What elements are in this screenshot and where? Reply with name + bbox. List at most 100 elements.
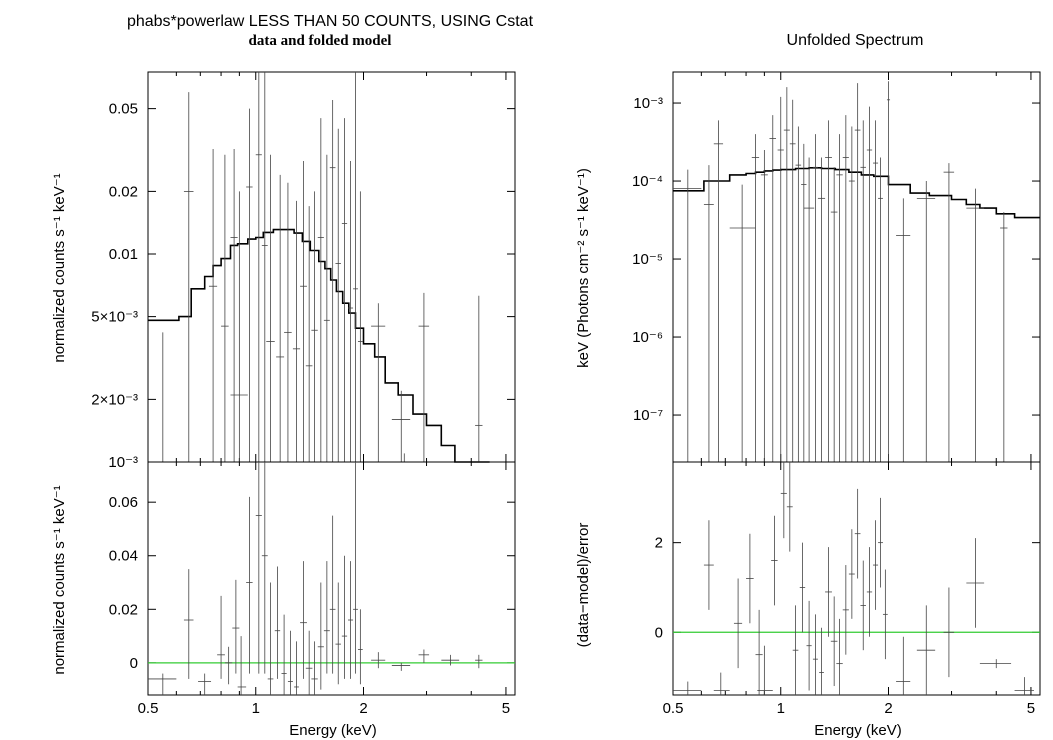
data-point [266, 154, 275, 462]
x-tick-label: 2 [884, 700, 892, 717]
data-point [817, 157, 826, 462]
data-point [866, 106, 873, 462]
data-point [232, 579, 240, 674]
data-point [703, 520, 714, 610]
data-point [916, 605, 936, 695]
data-point [311, 191, 318, 462]
y-tick-label: 2 [655, 535, 663, 552]
data-point [300, 161, 307, 462]
data-point [198, 673, 212, 695]
data-point [305, 206, 313, 462]
data-point [806, 600, 812, 691]
data-point [777, 96, 784, 462]
y-axis-label-bottom-right: (data−model)/error [575, 523, 592, 648]
data-point [878, 497, 883, 588]
data-point [317, 582, 324, 690]
y-axis-label-bottom-left: normalized counts s⁻¹ keV⁻¹ [51, 485, 68, 674]
data-point [418, 292, 430, 462]
data-point [825, 547, 832, 637]
data-point [441, 654, 460, 666]
data-point [274, 566, 281, 679]
data-point [966, 188, 985, 462]
data-point [317, 118, 324, 462]
model-step-line [148, 228, 490, 463]
data-point [836, 134, 843, 462]
data-point [848, 126, 855, 462]
y-tick-label: 10⁻⁴ [632, 173, 663, 190]
data-point [341, 555, 348, 679]
data-point [398, 453, 414, 463]
data-point [943, 163, 955, 462]
y-tick-label: 2×10⁻³ [91, 391, 138, 408]
data-point [866, 547, 873, 637]
y-tick-label: 0.01 [109, 246, 138, 263]
data-point [300, 561, 307, 679]
y-axis-label-top-right: keV (Photons cm⁻² s⁻¹ keV⁻¹) [575, 168, 592, 368]
data-point [217, 595, 225, 679]
data-point [886, 81, 891, 462]
data-point [755, 609, 763, 695]
x-tick-label: 2 [359, 700, 367, 717]
data-point [733, 578, 743, 669]
data-point [872, 520, 879, 610]
data-point [966, 538, 985, 628]
plot-frame [672, 461, 1041, 696]
data-point [854, 488, 861, 579]
data-point [757, 645, 773, 695]
data-point [418, 649, 430, 663]
data-point [183, 569, 194, 679]
data-point [391, 390, 411, 462]
y-tick-label: 0.02 [109, 601, 138, 618]
chart-title: phabs*powerlaw LESS THAN 50 COUNTS, USIN… [127, 13, 534, 30]
data-point [979, 659, 1012, 669]
data-point [311, 641, 318, 695]
data-point [860, 120, 866, 462]
data-point [836, 618, 843, 695]
data-point [371, 303, 386, 462]
data-point [825, 120, 832, 462]
data-point [261, 462, 268, 674]
data-point [329, 100, 336, 462]
data-point [391, 662, 411, 671]
data-point [246, 108, 253, 462]
data-point [746, 533, 754, 624]
folded-spectrum-panel: 0.05 0.02 0.01 5×10⁻³ 2×10⁻³ 10⁻³ [91, 71, 516, 471]
data-point [760, 150, 768, 462]
chart-subtitle: data and folded model [249, 33, 392, 49]
data-point [230, 191, 248, 462]
data-point [341, 118, 348, 462]
x-axis-label-left: Energy (keV) [289, 722, 377, 739]
data-point [305, 630, 313, 695]
data-point [335, 582, 341, 685]
data-point [830, 167, 838, 462]
y-tick-label: 0 [130, 655, 138, 672]
data-point [276, 174, 285, 462]
data-point [281, 614, 287, 695]
data-point [799, 542, 806, 633]
y-tick-label: 10⁻⁵ [632, 251, 663, 268]
x-tick-label: 1 [777, 700, 785, 717]
data-point [294, 641, 299, 695]
x-tick-label: 5 [502, 700, 510, 717]
data-point [896, 636, 911, 695]
data-point [255, 72, 262, 462]
data-point [323, 154, 330, 462]
plot-frame [147, 71, 516, 463]
data-point [224, 646, 233, 685]
data-point [795, 126, 802, 462]
data-point [812, 614, 818, 695]
data-point [183, 92, 194, 462]
data-point [771, 515, 778, 606]
data-point [943, 587, 955, 678]
data-point [872, 120, 879, 462]
plot-frame [147, 461, 516, 696]
data-point [789, 99, 796, 462]
data-point [812, 134, 818, 462]
data-point [673, 681, 702, 695]
data-point [801, 143, 807, 462]
x-tick-label: 5 [1027, 700, 1035, 717]
model-step-line [673, 167, 1040, 219]
data-point [323, 561, 330, 674]
data-point [347, 561, 354, 679]
x-tick-label: 0.5 [138, 700, 159, 717]
